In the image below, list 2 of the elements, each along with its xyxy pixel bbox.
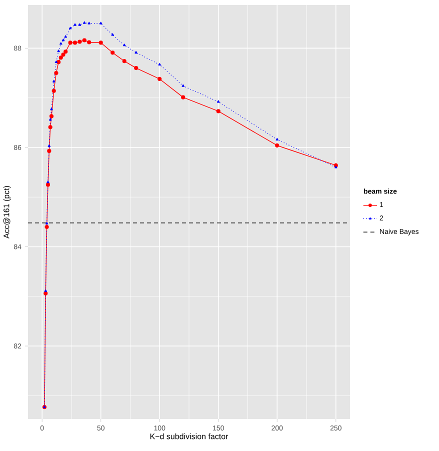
y-axis-title: Acc@161 (pct) [3,186,11,238]
x-axis-title: K−d subdivision factor [150,433,228,440]
